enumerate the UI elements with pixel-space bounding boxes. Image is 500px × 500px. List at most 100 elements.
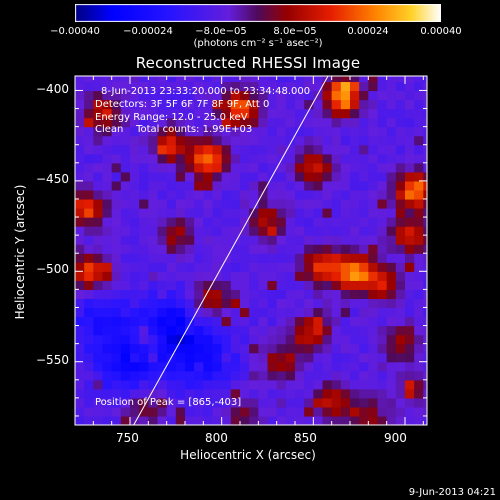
heatmap-cell: [130, 361, 140, 372]
heatmap-cell: [240, 99, 250, 110]
heatmap-cell: [212, 262, 223, 272]
heatmap-cell: [276, 415, 287, 425]
heatmap-cell: [414, 144, 424, 155]
heatmap-cell: [93, 144, 104, 155]
heatmap-cell: [185, 316, 195, 327]
heatmap-cell: [139, 171, 149, 182]
heatmap-cell: [331, 217, 342, 227]
heatmap-cell: [120, 325, 131, 336]
heatmap-cell: [84, 307, 94, 318]
heatmap-cell: [240, 198, 250, 209]
heatmap-cell: [249, 226, 259, 236]
heatmap-cell: [75, 99, 85, 110]
heatmap-cell: [139, 271, 149, 281]
heatmap-cell: [340, 262, 351, 272]
heatmap-cell: [395, 397, 406, 408]
heatmap-cell: [350, 262, 360, 272]
heatmap-cell: [75, 289, 85, 300]
heatmap-cell: [340, 325, 351, 336]
heatmap-cell: [139, 76, 149, 83]
heatmap-cell: [157, 352, 168, 363]
heatmap-cell: [249, 379, 259, 390]
heatmap-cell: [359, 171, 369, 182]
heatmap-cell: [240, 144, 250, 155]
heatmap-cell: [230, 388, 241, 399]
heatmap-cell: [377, 189, 388, 200]
heatmap-cell: [368, 361, 379, 372]
heatmap-cell: [350, 406, 360, 417]
colorbar-tick-label: −0.00024: [123, 26, 173, 37]
heatmap-cell: [148, 271, 159, 281]
heatmap-cell: [322, 253, 333, 263]
heatmap-cell: [359, 244, 369, 254]
heatmap-cell: [405, 253, 415, 263]
heatmap-cell: [359, 81, 369, 92]
heatmap-cell: [157, 99, 168, 110]
heatmap-cell: [139, 307, 149, 318]
heatmap-cell: [405, 117, 415, 128]
heatmap-cell: [75, 406, 85, 417]
heatmap-cell: [276, 388, 287, 399]
heatmap-cell: [258, 217, 269, 227]
heatmap-cell: [350, 271, 360, 281]
heatmap-cell: [157, 298, 168, 309]
heatmap-cell: [285, 189, 296, 200]
heatmap-cell: [240, 397, 250, 408]
heatmap-cell: [221, 316, 232, 327]
heatmap-cell: [194, 361, 204, 372]
heatmap-cell: [230, 325, 241, 336]
heatmap-cell: [194, 343, 204, 354]
heatmap-cell: [212, 316, 223, 327]
heatmap-cell: [331, 343, 342, 354]
heatmap-cell: [139, 90, 149, 101]
heatmap-cell: [139, 108, 149, 119]
heatmap-cell: [102, 81, 113, 92]
heatmap-cell: [111, 208, 122, 218]
heatmap-cell: [130, 397, 140, 408]
heatmap-cell: [386, 117, 397, 128]
heatmap-cell: [75, 235, 85, 245]
heatmap-cell: [212, 343, 223, 354]
heatmap-cell: [221, 226, 232, 236]
heatmap-cell: [75, 144, 85, 155]
heatmap-cell: [386, 126, 397, 137]
heatmap-cell: [304, 253, 314, 263]
heatmap-cell: [212, 307, 223, 318]
heatmap-cell: [93, 298, 104, 309]
heatmap-cell: [166, 406, 177, 417]
heatmap-cell: [295, 99, 305, 110]
heatmap-cell: [285, 208, 296, 218]
heatmap-cell: [267, 198, 278, 209]
heatmap-cell: [258, 388, 269, 399]
heatmap-cell: [405, 307, 415, 318]
heatmap-cell: [313, 262, 324, 272]
heatmap-cell: [221, 198, 232, 209]
heatmap-cell: [157, 126, 168, 137]
heatmap-cell: [212, 406, 223, 417]
heatmap-cell: [258, 153, 269, 164]
heatmap-cell: [377, 117, 388, 128]
heatmap-cell: [249, 352, 259, 363]
heatmap-cell: [414, 99, 424, 110]
heatmap-cell: [267, 298, 278, 309]
heatmap-cell: [331, 406, 342, 417]
heatmap-cell: [157, 198, 168, 209]
heatmap-cell: [175, 397, 186, 408]
heatmap-cell: [386, 415, 397, 425]
heatmap-cell: [267, 289, 278, 300]
heatmap-cell: [258, 226, 269, 236]
heatmap-cell: [304, 397, 314, 408]
heatmap-cell: [185, 361, 195, 372]
heatmap-cell: [377, 126, 388, 137]
heatmap-cell: [221, 307, 232, 318]
heatmap-cell: [295, 108, 305, 119]
heatmap-cell: [285, 99, 296, 110]
heatmap-cell: [230, 253, 241, 263]
heatmap-cell: [350, 108, 360, 119]
heatmap-cell: [230, 90, 241, 101]
heatmap-cell: [313, 162, 324, 173]
heatmap-cell: [322, 361, 333, 372]
heatmap-cell: [414, 271, 424, 281]
heatmap-cell: [395, 343, 406, 354]
heatmap-cell: [75, 316, 85, 327]
